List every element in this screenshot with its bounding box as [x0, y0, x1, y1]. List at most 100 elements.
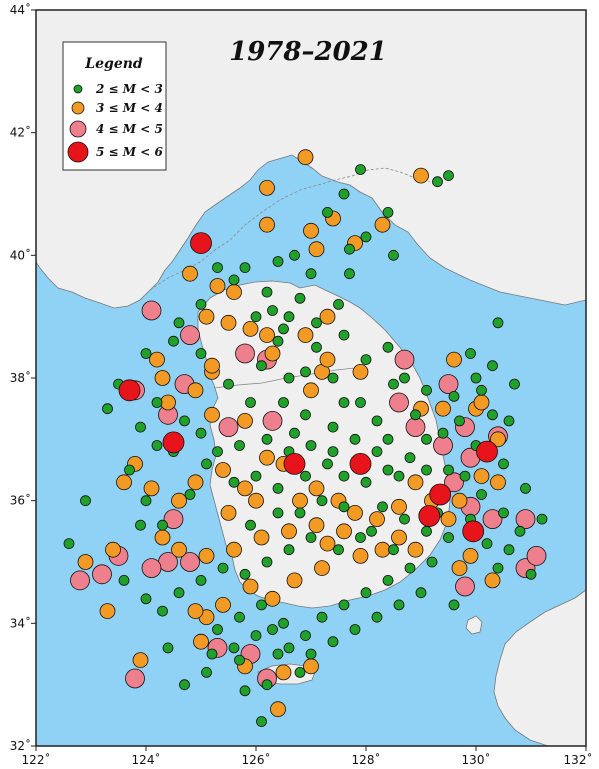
quake-m2 — [498, 507, 509, 519]
quake-m3 — [204, 357, 220, 374]
quake-m3 — [292, 492, 308, 509]
quake-m2 — [349, 624, 361, 635]
quake-m2 — [443, 170, 454, 182]
quake-m4 — [262, 410, 283, 431]
quake-m2 — [487, 409, 498, 421]
quake-m3 — [281, 523, 297, 540]
quake-m2 — [294, 292, 306, 304]
quake-m3 — [198, 308, 215, 325]
quake-m2 — [250, 630, 262, 641]
quake-m3 — [215, 597, 231, 613]
japan-land — [493, 589, 586, 746]
quake-m2 — [415, 587, 427, 599]
y-tick-label: 42˚ — [10, 125, 31, 140]
quake-m3 — [198, 548, 215, 564]
quake-m4 — [70, 570, 90, 591]
quake-m2 — [135, 421, 146, 433]
quake-m3 — [242, 320, 259, 337]
quake-m2 — [525, 568, 537, 580]
quake-m2 — [256, 360, 267, 372]
quake-m3 — [435, 400, 451, 417]
quake-m2 — [195, 298, 207, 310]
quake-m2 — [459, 470, 471, 482]
quake-m3 — [259, 216, 275, 233]
quake-m3 — [462, 548, 479, 564]
quake-m5 — [283, 452, 306, 475]
quake-m3 — [193, 633, 209, 650]
quake-m2 — [201, 667, 212, 678]
quake-m2 — [443, 532, 454, 543]
quake-m2 — [454, 415, 465, 427]
quake-m3 — [391, 529, 407, 546]
quake-m4 — [125, 668, 145, 689]
quake-m4 — [438, 374, 459, 395]
legend-swatch-m2 — [73, 84, 83, 94]
quake-m2 — [520, 482, 531, 494]
quake-m2 — [245, 519, 256, 531]
quake-m2 — [393, 599, 405, 611]
quake-m2 — [338, 470, 350, 482]
quake-m2 — [338, 599, 350, 611]
quake-m2 — [465, 348, 476, 359]
quake-m2 — [157, 605, 168, 617]
quake-m2 — [344, 268, 355, 280]
legend-swatch-m5 — [67, 141, 89, 163]
quake-m2 — [316, 611, 328, 623]
x-tick-label: 130˚ — [462, 752, 491, 767]
quake-m2 — [283, 372, 295, 384]
quake-m3 — [154, 529, 171, 546]
quake-m3 — [484, 572, 501, 589]
quake-m3 — [242, 578, 259, 595]
quake-m2 — [327, 446, 339, 458]
y-tick-label: 44˚ — [10, 2, 31, 17]
quake-m2 — [289, 249, 300, 261]
quake-m2 — [421, 464, 432, 476]
quake-m2 — [421, 525, 432, 537]
quake-m2 — [382, 575, 394, 586]
quake-m2 — [498, 458, 509, 470]
quake-m2 — [492, 317, 504, 329]
quake-m2 — [206, 648, 218, 660]
quake-m3 — [187, 603, 204, 619]
quake-m3 — [303, 222, 319, 239]
quake-m2 — [267, 305, 278, 316]
quake-m2 — [399, 513, 410, 525]
quake-m2 — [272, 507, 284, 519]
x-tick-label: 128˚ — [352, 752, 381, 767]
quake-m3 — [132, 652, 149, 668]
quake-m3 — [215, 462, 231, 478]
quake-m2 — [305, 532, 317, 543]
earthquake-layer — [63, 149, 548, 727]
y-tick-label: 38˚ — [10, 370, 31, 385]
quake-m3 — [319, 351, 336, 368]
quake-m2 — [437, 427, 449, 439]
quake-m3 — [407, 474, 424, 491]
legend-swatch-m4 — [69, 120, 87, 138]
quake-m3 — [264, 590, 281, 607]
quake-m4 — [163, 509, 184, 529]
quake-m5 — [190, 232, 212, 255]
quake-m3 — [226, 284, 242, 301]
quake-m3 — [77, 554, 94, 570]
quake-m2 — [195, 427, 207, 439]
quake-m3 — [308, 517, 325, 534]
quake-m2 — [272, 335, 284, 347]
quake-m3 — [446, 351, 462, 368]
quake-m5 — [162, 431, 185, 454]
quake-m2 — [261, 286, 273, 298]
quake-m2 — [333, 544, 344, 556]
quake-m2 — [245, 397, 256, 408]
quake-m2 — [63, 538, 75, 549]
quake-m3 — [204, 406, 220, 423]
quake-m2 — [311, 341, 322, 353]
quake-m2 — [272, 256, 284, 267]
quake-m3 — [352, 363, 369, 380]
quake-m3 — [116, 474, 132, 491]
quake-m4 — [405, 417, 426, 438]
quake-m3 — [270, 701, 286, 718]
quake-m2 — [168, 335, 179, 347]
quake-m2 — [432, 176, 443, 188]
y-tick-label: 34˚ — [10, 615, 31, 630]
quake-m2 — [388, 544, 399, 556]
quake-m2 — [278, 323, 289, 335]
